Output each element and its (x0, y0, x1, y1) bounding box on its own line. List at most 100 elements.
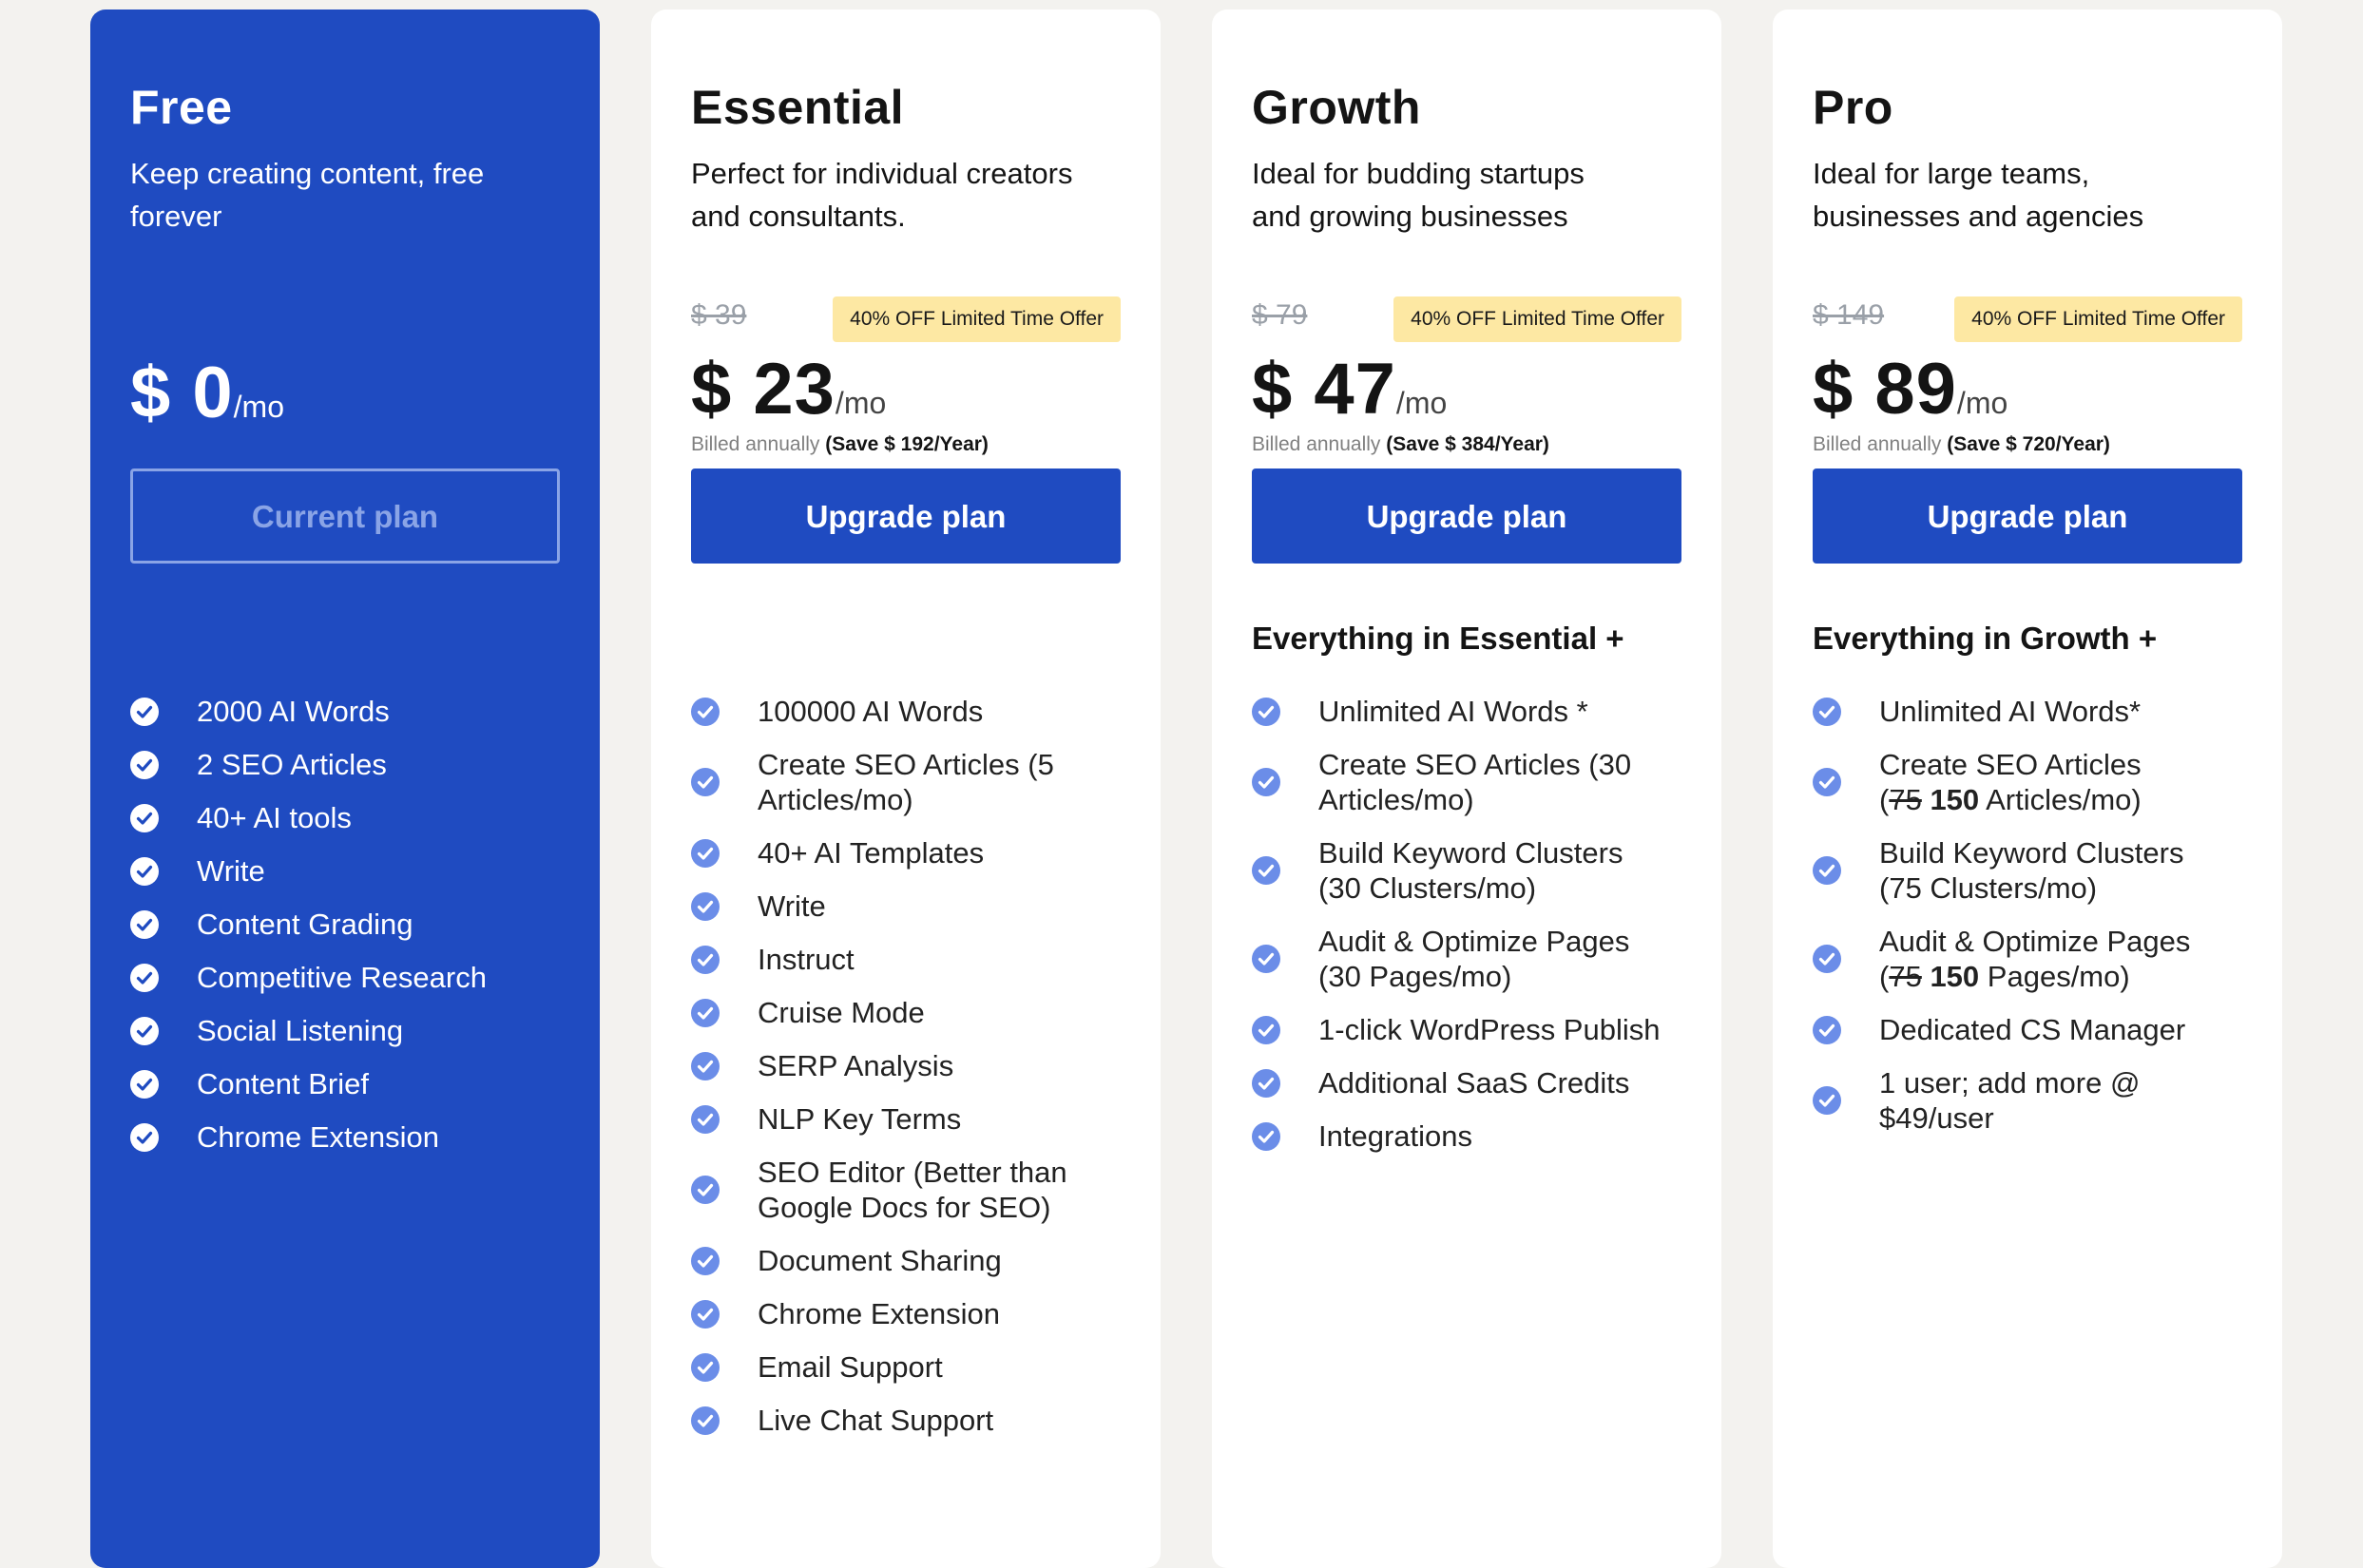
feature-item: 40+ AI Templates (691, 835, 1109, 870)
feature-label: Competitive Research (197, 961, 487, 994)
check-icon (1813, 1015, 1841, 1044)
articles-old-quota: 75 (1889, 783, 1922, 816)
feature-item: Dedicated CS Manager (1813, 1012, 2231, 1047)
current-plan-button[interactable]: Current plan (130, 468, 560, 564)
discount-badge-text: 40% OFF Limited Time Offer (850, 308, 1104, 330)
savings-text: (Save $ 192/Year) (825, 433, 989, 455)
discount-badge-text: 40% OFF Limited Time Offer (1411, 308, 1664, 330)
articles-unit: Articles/mo) (1986, 783, 2142, 816)
pages-quota: (75 150 Pages/mo) (1879, 960, 2130, 993)
feature-item: Unlimited AI Words * (1252, 694, 1670, 729)
feature-label: Build Keyword Clusters (75 Clusters/mo) (1879, 836, 2184, 905)
price: $ 0/mo (130, 352, 284, 434)
pages-new-quota: 150 (1930, 960, 1980, 993)
price: $ 89/mo (1813, 348, 2008, 430)
feature-label: Unlimited AI Words* (1879, 695, 2142, 728)
plan-description: Keep creating content, free forever (130, 157, 485, 233)
price-amount: $ 89 (1813, 349, 1957, 430)
feature-item: Create SEO Articles (5 Articles/mo) (691, 747, 1109, 817)
check-icon (130, 803, 159, 832)
check-icon (691, 891, 720, 921)
plan-card-free: Free Keep creating content, free forever… (90, 10, 600, 1568)
price-unit: /mo (233, 390, 284, 424)
check-icon (691, 768, 720, 796)
original-price: $ 149 (1813, 299, 1885, 331)
check-icon (130, 963, 159, 992)
feature-item: Content Brief (130, 1066, 567, 1101)
pages-open-paren: ( (1879, 960, 1890, 993)
feature-item: 2 SEO Articles (130, 747, 567, 782)
feature-label: Create SEO Articles (1879, 748, 2142, 781)
plan-card-growth: Growth Ideal for budding startups and gr… (1212, 10, 1721, 1568)
feature-item: NLP Key Terms (691, 1101, 1109, 1137)
feature-item: Social Listening (130, 1013, 567, 1048)
check-icon (691, 1104, 720, 1134)
check-icon (130, 1016, 159, 1045)
check-icon (130, 856, 159, 886)
feature-item: 1 user; add more @ $49/user (1813, 1065, 2231, 1136)
feature-item: Write (691, 889, 1109, 924)
feature-item: Audit & Optimize Pages (75 150 Pages/mo) (1813, 924, 2231, 994)
check-icon (1252, 1015, 1280, 1044)
check-icon (691, 998, 720, 1027)
plan-title: Free (130, 81, 233, 134)
check-icon (1252, 856, 1280, 885)
savings-text: (Save $ 720/Year) (1947, 433, 2110, 455)
price: $ 23/mo (691, 348, 886, 430)
check-icon (1813, 1086, 1841, 1115)
price-amount: $ 23 (691, 349, 836, 430)
price-unit: /mo (1956, 386, 2008, 420)
check-icon (130, 909, 159, 939)
check-icon (691, 1405, 720, 1435)
billing-note: Billed annually (Save $ 720/Year) (1813, 433, 2110, 456)
check-icon (1252, 1068, 1280, 1098)
feature-item: 2000 AI Words (130, 694, 567, 729)
check-icon (1813, 768, 1841, 796)
check-icon (1813, 697, 1841, 726)
plan-description: Ideal for large teams, businesses and ag… (1813, 157, 2144, 233)
feature-label: Content Grading (197, 908, 413, 941)
feature-label: Dedicated CS Manager (1879, 1013, 2186, 1046)
feature-item: Email Support (691, 1349, 1109, 1385)
billing-note: Billed annually (Save $ 384/Year) (1252, 433, 1549, 456)
feature-item: Create SEO Articles (75 150 Articles/mo) (1813, 747, 2231, 817)
feature-label: Chrome Extension (197, 1120, 440, 1154)
feature-list: 100000 AI Words Create SEO Articles (5 A… (691, 694, 1109, 1456)
plan-description: Ideal for budding startups and growing b… (1252, 157, 1585, 233)
check-icon (691, 1051, 720, 1080)
discount-badge-text: 40% OFF Limited Time Offer (1971, 308, 2225, 330)
upgrade-plan-button[interactable]: Upgrade plan (691, 468, 1121, 564)
check-icon (1252, 697, 1280, 726)
feature-label: Integrations (1318, 1119, 1472, 1153)
feature-label: Unlimited AI Words * (1318, 695, 1588, 728)
pages-old-quota: 75 (1889, 960, 1922, 993)
plan-description: Perfect for individual creators and cons… (691, 157, 1073, 233)
upgrade-plan-button[interactable]: Upgrade plan (1813, 468, 2242, 564)
feature-item: 40+ AI tools (130, 800, 567, 835)
feature-item: Build Keyword Clusters (75 Clusters/mo) (1813, 835, 2231, 906)
feature-item: Create SEO Articles (30 Articles/mo) (1252, 747, 1670, 817)
price-amount: $ 0 (130, 353, 234, 433)
original-price: $ 79 (1252, 299, 1308, 331)
plan-title: Growth (1252, 81, 1421, 134)
feature-label: Content Brief (197, 1067, 369, 1100)
check-icon (130, 750, 159, 779)
feature-item: Build Keyword Clusters (30 Clusters/mo) (1252, 835, 1670, 906)
feature-label: 2000 AI Words (197, 695, 390, 728)
feature-item: Chrome Extension (691, 1296, 1109, 1331)
discount-badge: 40% OFF Limited Time Offer (1393, 296, 1681, 342)
feature-item: 1-click WordPress Publish (1252, 1012, 1670, 1047)
feature-item: SEO Editor (Better than Google Docs for … (691, 1155, 1109, 1225)
billing-label: Billed annually (1252, 433, 1381, 455)
articles-new-quota: 150 (1930, 783, 1980, 816)
upgrade-plan-button[interactable]: Upgrade plan (1252, 468, 1681, 564)
feature-item: Unlimited AI Words* (1813, 694, 2231, 729)
feature-label: SEO Editor (Better than Google Docs for … (758, 1156, 1067, 1224)
feature-label: Document Sharing (758, 1244, 1002, 1277)
feature-list: 2000 AI Words 2 SEO Articles 40+ AI tool… (130, 694, 567, 1173)
check-icon (130, 1122, 159, 1152)
pages-unit: Pages/mo) (1987, 960, 2130, 993)
price-unit: /mo (1395, 386, 1448, 420)
feature-item: Chrome Extension (130, 1119, 567, 1155)
